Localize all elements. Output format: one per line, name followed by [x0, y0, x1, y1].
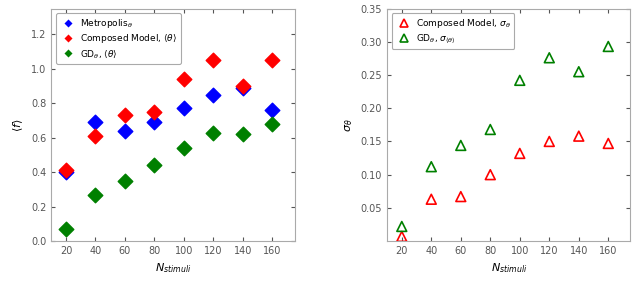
Point [485, 172, 495, 177]
Point [515, 78, 525, 83]
Point [485, 127, 495, 132]
Point [603, 44, 613, 49]
Point [238, 132, 248, 137]
Point [268, 122, 278, 126]
Point [61, 170, 71, 174]
Point [209, 92, 219, 97]
Point [544, 139, 554, 144]
Point [426, 164, 436, 169]
Point [120, 113, 130, 118]
Point [120, 179, 130, 183]
Point [149, 110, 159, 114]
Point [90, 120, 100, 125]
Point [90, 134, 100, 138]
Point [179, 77, 189, 82]
Point [573, 134, 584, 138]
Point [456, 143, 466, 148]
Point [397, 224, 407, 229]
Point [426, 197, 436, 201]
Point [149, 163, 159, 168]
Point [209, 58, 219, 63]
Point [209, 130, 219, 135]
Point [238, 86, 248, 90]
Point [397, 234, 407, 239]
Y-axis label: $\langle f \rangle$: $\langle f \rangle$ [12, 118, 26, 132]
Point [61, 168, 71, 173]
Point [120, 129, 130, 133]
Point [61, 227, 71, 231]
Point [179, 106, 189, 111]
Point [149, 120, 159, 125]
Point [90, 192, 100, 197]
Point [515, 151, 525, 156]
Point [268, 58, 278, 63]
Point [544, 55, 554, 60]
Point [268, 108, 278, 113]
Point [603, 141, 613, 146]
X-axis label: $N_{stimuli}$: $N_{stimuli}$ [490, 261, 527, 275]
Point [573, 69, 584, 74]
X-axis label: $N_{stimuli}$: $N_{stimuli}$ [155, 261, 191, 275]
Point [456, 194, 466, 199]
Legend: Composed Model, $\sigma_\theta$, GD$_\theta$, $\sigma_{\langle\theta\rangle}$: Composed Model, $\sigma_\theta$, GD$_\th… [392, 13, 515, 49]
Y-axis label: $\sigma_\theta$: $\sigma_\theta$ [343, 118, 355, 132]
Point [179, 146, 189, 150]
Point [238, 84, 248, 88]
Legend: Metropolis$_\theta$, Composed Model, $\langle\theta\rangle$, GD$_\theta$, $\lang: Metropolis$_\theta$, Composed Model, $\l… [56, 13, 180, 64]
